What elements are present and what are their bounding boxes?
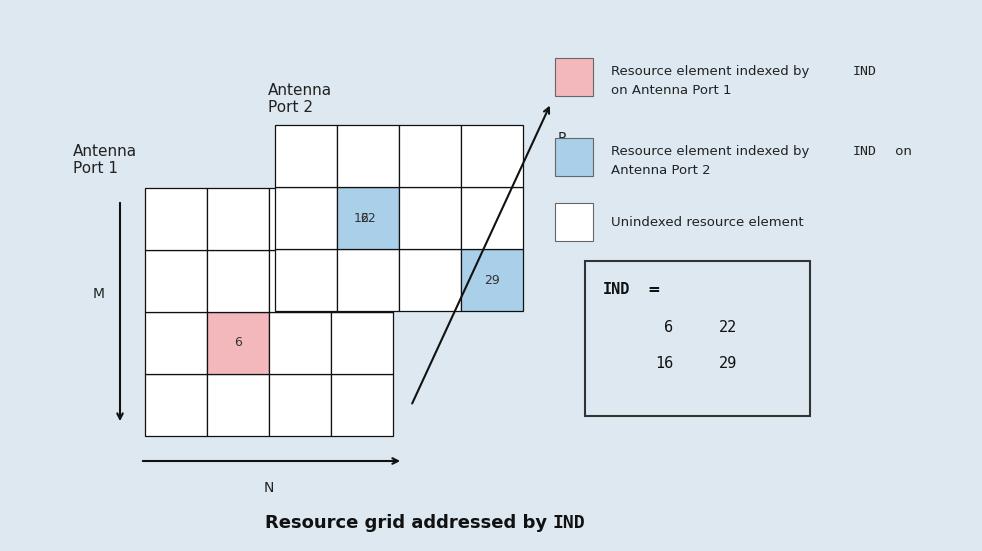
Bar [331, 250, 393, 312]
Text: 29: 29 [719, 356, 737, 371]
Bar [269, 188, 331, 250]
Bar [555, 203, 593, 241]
Bar [337, 249, 399, 311]
Text: Antenna
Port 1: Antenna Port 1 [73, 144, 137, 176]
Text: 6: 6 [664, 321, 673, 336]
Bar [207, 374, 269, 436]
Text: Antenna
Port 2: Antenna Port 2 [268, 83, 332, 115]
Text: 22: 22 [360, 212, 376, 224]
Bar [337, 187, 399, 249]
Bar [145, 188, 207, 250]
Bar [461, 187, 523, 249]
Text: IND: IND [853, 145, 877, 158]
Text: N: N [264, 481, 274, 495]
Bar [207, 312, 269, 374]
Bar [555, 138, 593, 176]
Bar [331, 188, 393, 250]
Text: on: on [891, 145, 912, 158]
Bar [269, 312, 331, 374]
Text: =: = [647, 282, 660, 296]
Text: Unindexed resource element: Unindexed resource element [611, 215, 803, 229]
Text: on Antenna Port 1: on Antenna Port 1 [611, 84, 732, 97]
Bar [555, 58, 593, 96]
Bar [585, 261, 810, 416]
Bar [275, 187, 337, 249]
Bar [145, 312, 207, 374]
Bar [399, 125, 461, 187]
Text: Resource element indexed by: Resource element indexed by [611, 145, 814, 158]
Text: 6: 6 [234, 337, 242, 349]
Bar [337, 125, 399, 187]
Text: M: M [93, 287, 105, 301]
Text: P: P [558, 131, 567, 145]
Text: IND: IND [853, 65, 877, 78]
Text: 22: 22 [719, 321, 737, 336]
Bar [269, 250, 331, 312]
Bar [145, 374, 207, 436]
Text: Resource grid addressed by: Resource grid addressed by [265, 514, 554, 532]
Bar [331, 374, 393, 436]
Bar [207, 250, 269, 312]
Bar [399, 187, 461, 249]
Bar [275, 249, 337, 311]
Bar [461, 125, 523, 187]
Text: Resource element indexed by: Resource element indexed by [611, 65, 814, 78]
Bar [275, 125, 337, 187]
Bar [461, 249, 523, 311]
Bar [399, 249, 461, 311]
Text: 16: 16 [655, 356, 673, 371]
Text: 16: 16 [355, 213, 370, 225]
Bar [269, 374, 331, 436]
Bar [145, 250, 207, 312]
Bar [207, 188, 269, 250]
Text: IND: IND [553, 514, 585, 532]
Bar [331, 312, 393, 374]
Text: Antenna Port 2: Antenna Port 2 [611, 164, 711, 177]
Text: 29: 29 [484, 273, 500, 287]
Text: IND: IND [603, 282, 630, 296]
